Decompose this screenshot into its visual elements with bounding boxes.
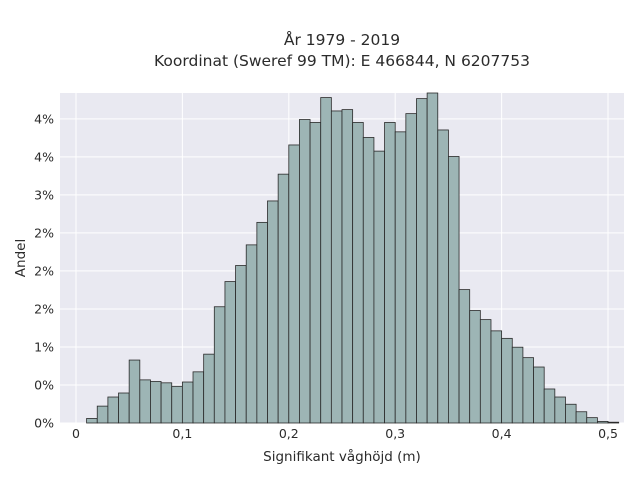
x-tick-label: 0,1 [172, 426, 192, 441]
histogram-bar [352, 122, 364, 424]
y-tick-label: 2% [34, 301, 54, 316]
x-tick-label: 0,2 [279, 426, 299, 441]
chart-title: År 1979 - 2019 [284, 30, 400, 49]
y-tick-label: 0% [34, 416, 54, 431]
histogram-bar [373, 150, 385, 424]
histogram-bar [86, 418, 98, 424]
histogram-bar [490, 330, 503, 424]
y-tick-label: 2% [34, 263, 54, 278]
histogram-bar [437, 129, 449, 424]
x-tick-label: 0,4 [492, 426, 512, 441]
histogram-bar [192, 371, 205, 424]
histogram-bar [330, 110, 343, 424]
histogram-bar [362, 137, 375, 424]
histogram-bar [160, 382, 173, 424]
y-tick-labels: 0% 0% 1% 2% 2% 2% 3% 4% 4% [34, 111, 54, 430]
histogram-bar [543, 388, 556, 424]
histogram-bar [235, 265, 247, 424]
histogram-bar [575, 411, 588, 424]
histogram-bar [596, 420, 609, 424]
histogram-bar [586, 417, 598, 424]
histogram-bar [469, 310, 481, 424]
histogram-bar [245, 244, 258, 424]
y-tick-label: 1% [34, 339, 54, 354]
histogram-bar [309, 122, 322, 424]
x-tick-label: 0,5 [598, 426, 618, 441]
histogram-bar [107, 396, 119, 424]
histogram-bar [128, 359, 141, 424]
histogram-bar [405, 113, 417, 424]
histogram-bar [533, 366, 545, 424]
x-tick-labels: 0 0,1 0,2 0,3 0,4 0,5 [72, 426, 618, 441]
chart-subtitle: Koordinat (Sweref 99 TM): E 466844, N 62… [154, 52, 530, 70]
y-tick-label: 3% [34, 187, 54, 202]
x-tick-label: 0 [72, 426, 80, 441]
histogram-bar [416, 98, 428, 424]
histogram-bar [224, 281, 236, 424]
histogram-bar [299, 119, 311, 424]
histogram-bar [203, 353, 215, 424]
histogram-bar [554, 396, 566, 424]
y-tick-label: 0% [34, 377, 54, 392]
histogram-bar [150, 381, 162, 424]
y-axis-label: Andel [13, 239, 29, 277]
histogram-bar [118, 392, 130, 424]
histogram-bar [277, 173, 290, 424]
x-tick-label: 0,3 [385, 426, 405, 441]
y-tick-label: 4% [34, 111, 54, 126]
histogram-bar [501, 337, 513, 424]
histogram-bar [171, 385, 183, 424]
histogram-bar [384, 122, 396, 424]
histogram-bar [479, 319, 492, 424]
histogram-bar [341, 109, 354, 424]
histogram-bar [607, 421, 620, 424]
histogram-bar [213, 306, 226, 424]
histogram-bar [288, 144, 300, 424]
histogram-bar [448, 156, 460, 424]
histogram-bar [394, 131, 407, 424]
histogram-bar [565, 403, 577, 424]
histogram-bar [96, 405, 109, 424]
histogram-bar [426, 92, 439, 424]
histogram-bar [181, 381, 194, 424]
histogram-bar [139, 379, 151, 424]
histogram-bar [522, 357, 534, 424]
y-tick-label: 4% [34, 149, 54, 164]
histogram-bar [320, 97, 332, 424]
histogram-bar [267, 200, 279, 424]
bars [86, 92, 620, 424]
y-tick-label: 2% [34, 225, 54, 240]
histogram-bar [458, 289, 471, 424]
x-axis-label: Signifikant våghöjd (m) [263, 448, 421, 465]
histogram-bar [256, 221, 268, 424]
histogram-bar [511, 346, 524, 424]
